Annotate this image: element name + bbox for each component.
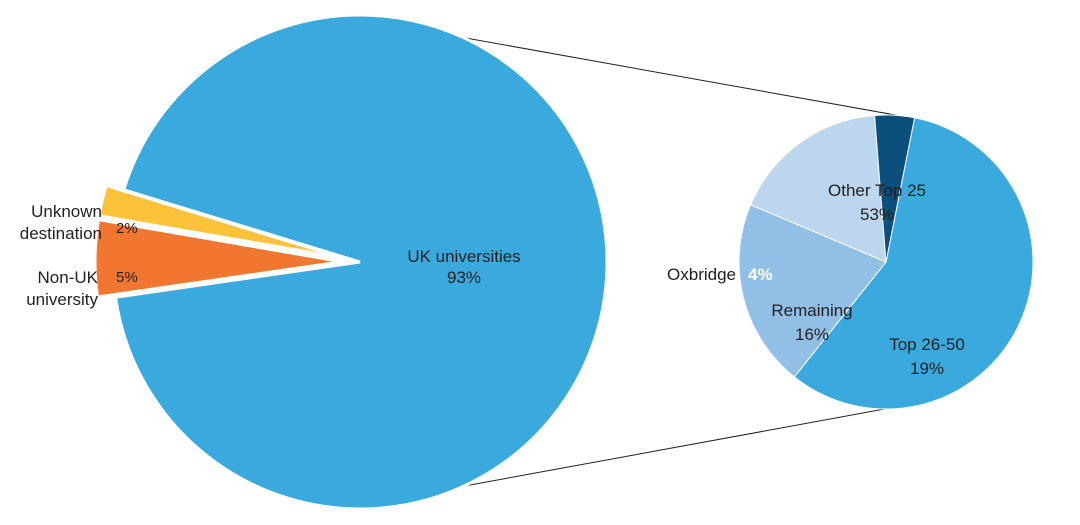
slice-label-other-top-25: Other Top 25 bbox=[828, 181, 926, 200]
slice-value-top-26-50: 19% bbox=[910, 359, 944, 378]
label-unknown-line1: Unknown bbox=[31, 202, 102, 221]
pie-slice-top-26-50 bbox=[738, 204, 887, 378]
pie-slice-oxbridge bbox=[874, 114, 916, 263]
slice-label-remaining: Remaining bbox=[771, 301, 852, 320]
pie-slice-non-uk-university bbox=[93, 217, 343, 299]
breakdown-pie bbox=[738, 114, 1034, 410]
slice-value-unknown-destination: 2% bbox=[116, 220, 138, 237]
slice-value-uk-universities: 93% bbox=[447, 268, 481, 287]
pie-slice-remaining bbox=[749, 114, 887, 263]
label-unknown-line2: destination bbox=[20, 224, 102, 243]
slice-value-oxbridge: 4% bbox=[748, 265, 773, 284]
slice-value-non-uk-university: 5% bbox=[116, 269, 138, 286]
pie-slice-unknown-destination bbox=[97, 183, 343, 260]
connector-line-top bbox=[409, 27, 913, 119]
slice-value-other-top-25: 53% bbox=[860, 205, 894, 224]
slice-value-remaining: 16% bbox=[795, 325, 829, 344]
pie-slice-uk-universities bbox=[113, 13, 609, 511]
slice-label-uk-universities: UK universities bbox=[407, 247, 520, 266]
pie-slice-other-top-25 bbox=[793, 117, 1034, 410]
main-pie bbox=[93, 13, 609, 511]
slice-label-oxbridge: Oxbridge bbox=[667, 265, 736, 284]
connector-line-bottom bbox=[409, 403, 913, 497]
label-nonuk-line1: Non-UK bbox=[38, 268, 99, 287]
label-nonuk-line2: university bbox=[26, 290, 98, 309]
slice-label-top-26-50: Top 26-50 bbox=[889, 335, 965, 354]
